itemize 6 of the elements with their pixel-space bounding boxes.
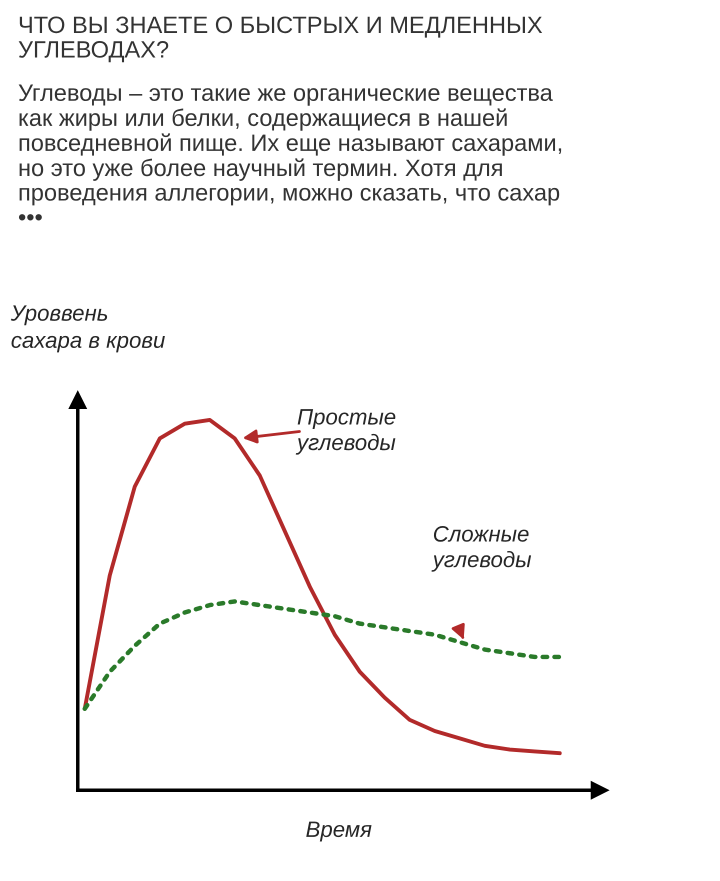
x-axis-title: Время <box>306 822 372 842</box>
y-axis-title: Уроввень сахара в крови <box>10 305 165 352</box>
chart-subtitle: Углеводы – это такие же органические вещества как жиры или белки, содержащиеся в нашей повседневной пище. Их еще называют сахарами, но это уже более научный термин. Хотя для проведения аллегории, можно сказать, что сахар ••• <box>18 84 562 220</box>
legend-label: Простые углеводы <box>296 409 396 455</box>
text: Сложные углеводы <box>431 526 532 572</box>
chart-title: ЧТО ВЫ ЗНАЕТЕ О БЫСТРЫХ И МЕДЛЕННЫХ УГЛЕВОДАХ? <box>18 16 542 62</box>
